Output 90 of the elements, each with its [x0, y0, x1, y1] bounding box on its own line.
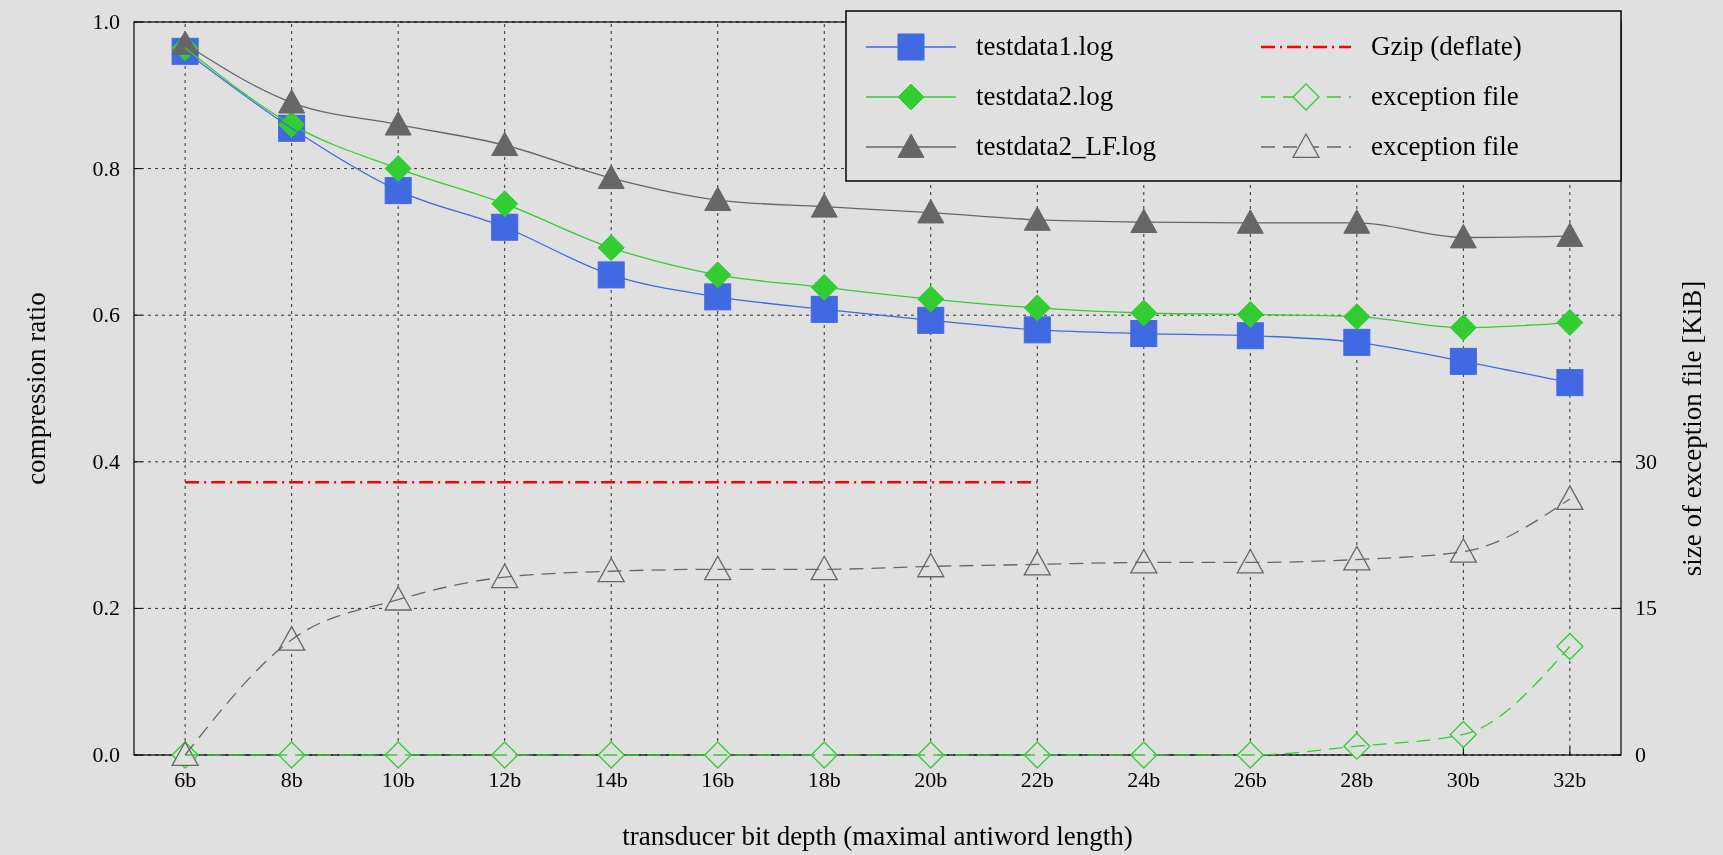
point: [917, 306, 945, 334]
point: [917, 552, 945, 578]
point: [810, 295, 838, 323]
x-tick-label: 24b: [1127, 767, 1161, 792]
point: [810, 193, 838, 218]
point: [704, 741, 732, 769]
point: [491, 741, 519, 769]
point: [384, 111, 412, 136]
point: [1556, 632, 1584, 661]
x-tick-label: 6b: [174, 767, 197, 792]
point: [1556, 309, 1584, 337]
point: [1556, 222, 1584, 247]
point: [1130, 320, 1158, 348]
point: [1556, 485, 1584, 510]
point: [597, 741, 625, 769]
point: [278, 626, 306, 651]
point: [1236, 209, 1264, 234]
x-tick-label: 30b: [1446, 767, 1480, 792]
point: [597, 261, 625, 289]
point: [1343, 732, 1371, 760]
x-tick-label: 16b: [701, 767, 735, 792]
point: [1343, 303, 1371, 331]
point: [597, 234, 625, 262]
point: [597, 557, 625, 583]
point: [1449, 224, 1477, 249]
point: [1449, 347, 1477, 375]
y2-axis-title: size of exception file [KiB]: [1677, 280, 1707, 577]
point: [384, 585, 412, 611]
x-tick-label: 32b: [1553, 767, 1587, 792]
x-tick-label: 28b: [1340, 767, 1374, 792]
y-tick-label: 0.6: [92, 302, 120, 328]
point: [1236, 741, 1264, 769]
point: [491, 563, 519, 589]
point: [1236, 300, 1264, 328]
y-tick-label: 0.0: [92, 742, 120, 767]
point: [491, 190, 519, 218]
point: [1130, 208, 1158, 234]
legend-label: testdata1.log: [976, 31, 1114, 61]
point: [917, 285, 945, 313]
point: [917, 199, 945, 224]
point: [278, 89, 306, 114]
point: [1023, 550, 1051, 576]
x-tick-label: 18b: [807, 767, 841, 792]
point: [704, 555, 732, 581]
point: [597, 164, 625, 190]
point: [1023, 206, 1051, 231]
point: [1343, 545, 1371, 571]
x-tick-label: 26b: [1233, 767, 1267, 792]
y2-tick-label: 30: [1635, 448, 1657, 474]
point: [810, 555, 838, 581]
x-tick-label: 8b: [280, 767, 303, 792]
point: [1449, 720, 1477, 749]
legend-label: exception file: [1371, 131, 1519, 161]
y-tick-label: 0.4: [92, 448, 120, 474]
x-tick-label: 12b: [488, 767, 522, 792]
point: [1556, 369, 1584, 397]
point: [384, 155, 412, 183]
y-tick-label: 1.0: [92, 9, 120, 34]
point: [1343, 328, 1371, 356]
point: [1343, 209, 1371, 234]
point: [1023, 316, 1051, 344]
point: [1236, 548, 1264, 574]
x-tick-label: 20b: [914, 767, 948, 792]
y2-tick-label: 15: [1635, 595, 1657, 621]
x-tick-label: 14b: [594, 767, 628, 792]
point: [491, 131, 519, 157]
point: [1130, 548, 1158, 574]
legend-label: testdata2.log: [976, 81, 1114, 111]
point: [1023, 294, 1051, 322]
point: [384, 177, 412, 205]
point: [810, 273, 838, 301]
y-axis-title: compression ratio: [21, 292, 51, 485]
point: [1236, 322, 1264, 350]
y-tick-label: 0.2: [92, 595, 120, 621]
point: [704, 261, 732, 289]
legend-label: testdata2_LF.log: [976, 131, 1157, 161]
point: [704, 186, 732, 212]
point: [171, 30, 199, 55]
point: [704, 283, 732, 311]
y2-tick-label: 0: [1635, 742, 1646, 767]
x-tick-label: 10b: [381, 767, 415, 792]
point: [1449, 314, 1477, 342]
point: [1130, 299, 1158, 327]
point: [491, 213, 519, 241]
point: [1449, 538, 1477, 563]
legend-label: Gzip (deflate): [1371, 31, 1522, 61]
x-tick-label: 22b: [1020, 767, 1054, 792]
y-tick-label: 0.8: [92, 155, 120, 181]
legend-label: exception file: [1371, 81, 1519, 111]
x-axis-title: transducer bit depth (maximal antiword length): [622, 821, 1133, 851]
